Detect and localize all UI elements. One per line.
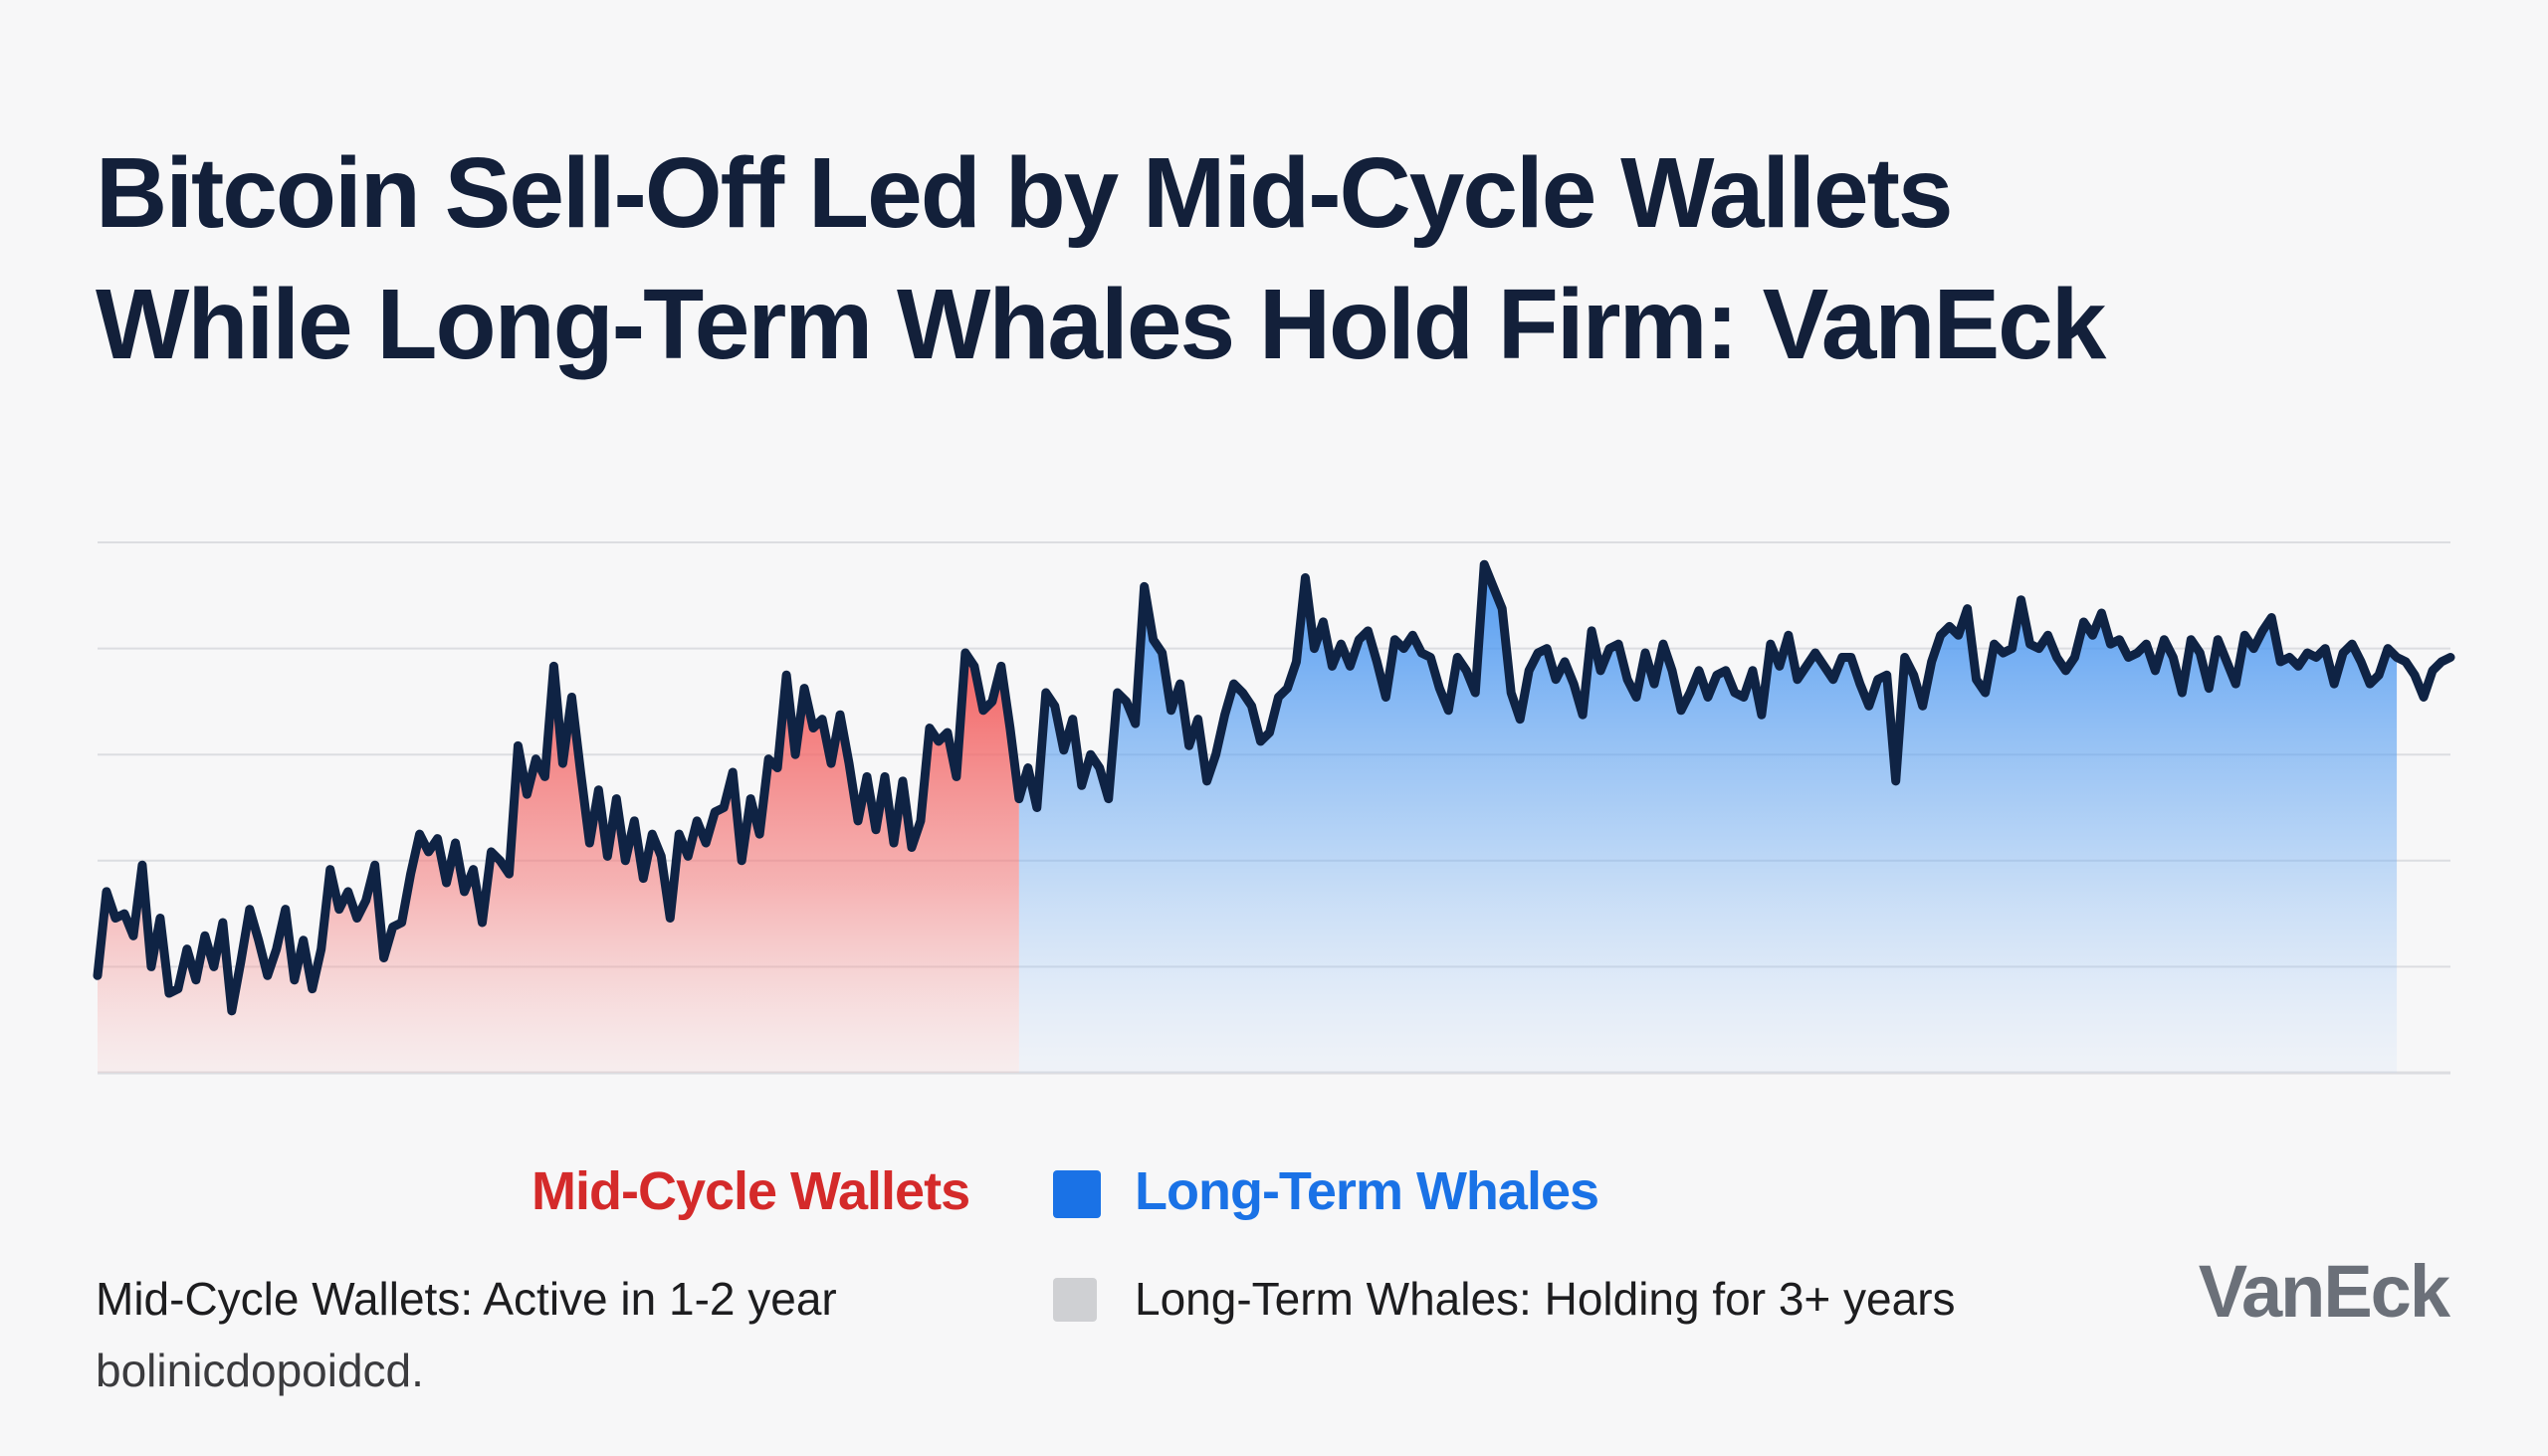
note-mid-cycle-line-2: bolinicdopoidcd. (96, 1345, 424, 1396)
title-line-2: While Long-Term Whales Hold Firm: VanEck (96, 269, 2106, 380)
page-title: Bitcoin Sell-Off Led by Mid-Cycle Wallet… (96, 127, 2385, 390)
series-line (93, 559, 2455, 1016)
legend-long-term-swatch (1053, 1170, 1101, 1218)
brand-logo-text: VanEck (2198, 1250, 2450, 1333)
note-long-term-swatch (1053, 1278, 1097, 1322)
legend-mid-cycle-label: Mid-Cycle Wallets (531, 1161, 970, 1221)
note-long-term: Long-Term Whales: Holding for 3+ years (1135, 1273, 1956, 1325)
area-mid-cycle (98, 653, 1019, 1073)
area-long-term (1018, 564, 2398, 1073)
chart-areas (98, 564, 2398, 1073)
legend-long-term-label: Long-Term Whales (1135, 1161, 1599, 1221)
title-line-1: Bitcoin Sell-Off Led by Mid-Cycle Wallet… (96, 137, 1954, 249)
note-mid-cycle-line-1: Mid-Cycle Wallets: Active in 1-2 year (96, 1273, 837, 1325)
